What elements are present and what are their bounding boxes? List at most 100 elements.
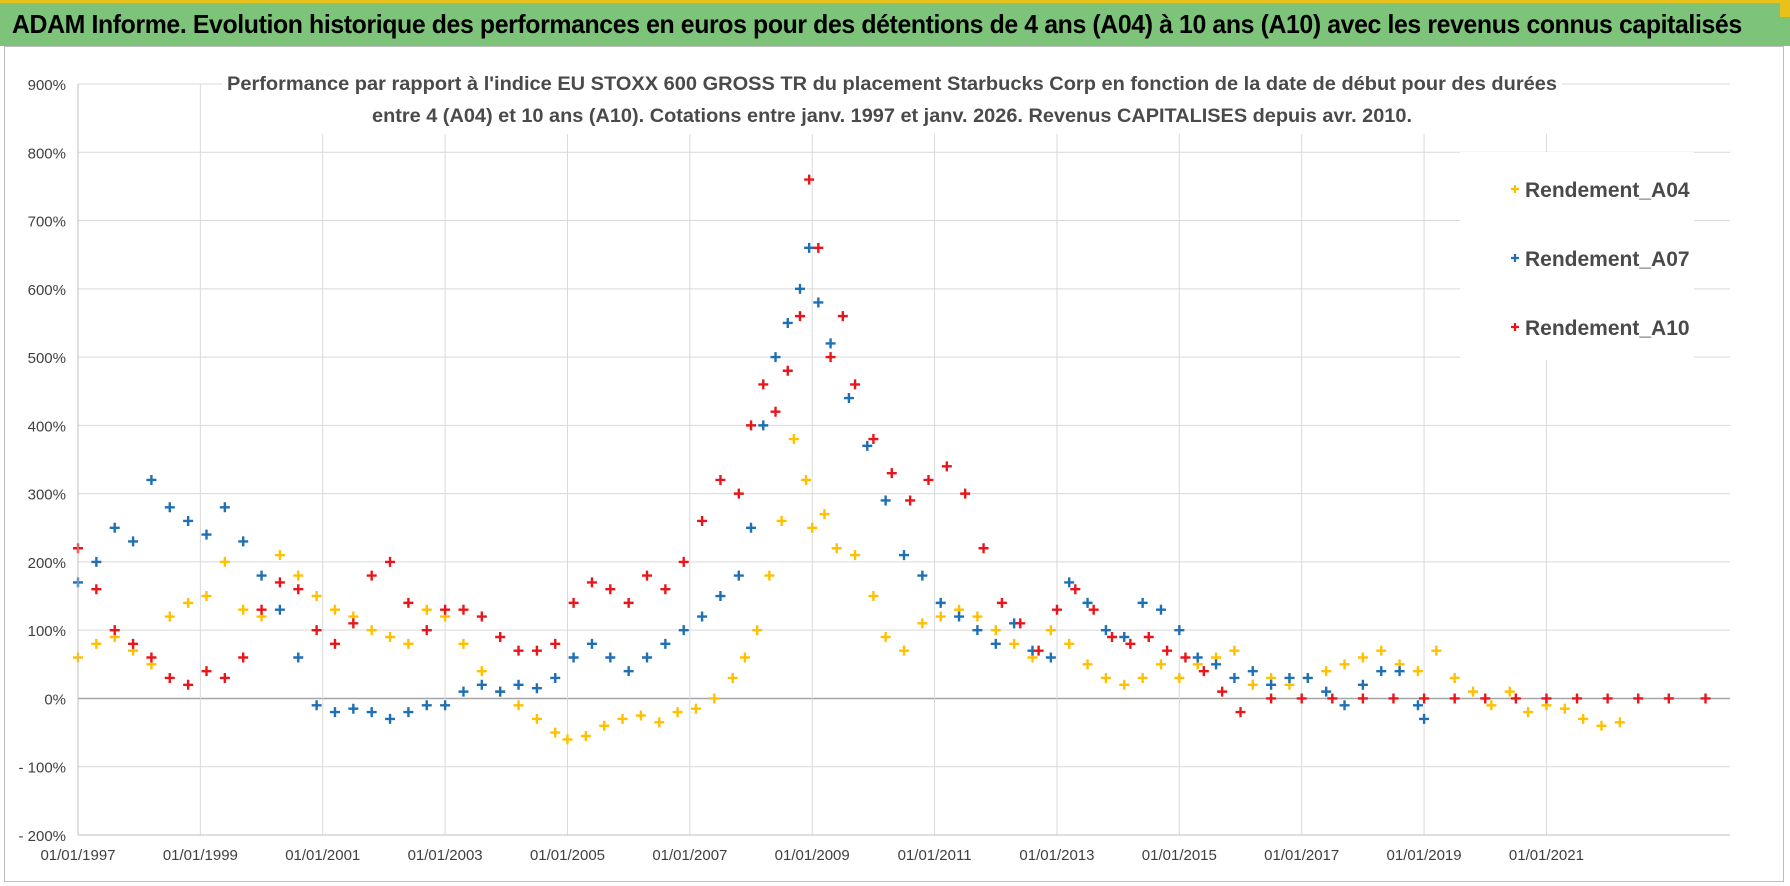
data-point xyxy=(329,707,340,718)
data-point xyxy=(935,597,946,608)
grid xyxy=(77,83,1730,836)
data-point xyxy=(813,242,824,253)
data-point xyxy=(366,707,377,718)
data-point xyxy=(293,584,304,595)
data-point xyxy=(804,174,815,185)
data-point xyxy=(128,638,139,649)
banner-accent xyxy=(1780,3,1790,17)
data-point xyxy=(672,707,683,718)
y-tick-label: 500% xyxy=(28,350,66,367)
data-point xyxy=(782,317,793,328)
data-point xyxy=(642,652,653,663)
data-point xyxy=(660,638,671,649)
data-point xyxy=(868,591,879,602)
data-point xyxy=(458,686,469,697)
data-point xyxy=(690,703,701,714)
data-point xyxy=(1174,625,1185,636)
data-point xyxy=(1051,604,1062,615)
data-point xyxy=(385,556,396,567)
data-point xyxy=(819,509,830,520)
data-point xyxy=(183,515,194,526)
legend-label: Rendement_A10 xyxy=(1525,317,1690,340)
data-point xyxy=(746,522,757,533)
data-point xyxy=(458,638,469,649)
data-point xyxy=(746,420,757,431)
x-tick-label: 01/01/2019 xyxy=(1387,847,1462,864)
series-Rendement_A10 xyxy=(73,174,1711,718)
data-point xyxy=(238,652,249,663)
data-point xyxy=(1541,693,1552,704)
data-point xyxy=(850,379,861,390)
data-point xyxy=(91,638,102,649)
x-tick-label: 01/01/2007 xyxy=(652,847,727,864)
data-point xyxy=(403,638,414,649)
header-banner: ADAM Informe. Evolution historique des p… xyxy=(0,0,1790,46)
data-point xyxy=(880,495,891,506)
data-point xyxy=(1064,577,1075,588)
data-point xyxy=(568,597,579,608)
data-point xyxy=(1045,625,1056,636)
data-point xyxy=(1033,645,1044,656)
y-tick-label: 800% xyxy=(28,145,66,162)
legend-marker xyxy=(1511,185,1519,193)
x-tick-label: 01/01/2005 xyxy=(530,847,605,864)
data-point xyxy=(550,672,561,683)
data-point xyxy=(293,652,304,663)
data-point xyxy=(201,529,212,540)
data-point xyxy=(421,700,432,711)
series-Rendement_A07 xyxy=(73,242,1430,724)
chart-title-line-2: entre 4 (A04) et 10 ans (A10). Cotations… xyxy=(372,106,1412,127)
data-point xyxy=(617,713,628,724)
x-tick-label: 01/01/2003 xyxy=(408,847,483,864)
data-point xyxy=(1357,679,1368,690)
data-point xyxy=(476,679,487,690)
data-point xyxy=(715,474,726,485)
data-point xyxy=(586,638,597,649)
data-point xyxy=(1602,693,1613,704)
data-point xyxy=(1419,713,1430,724)
data-point xyxy=(1376,645,1387,656)
data-point xyxy=(109,522,120,533)
chart-title-background xyxy=(222,68,1562,134)
y-tick-label: 0% xyxy=(44,691,66,708)
data-point xyxy=(1125,638,1136,649)
data-point xyxy=(1070,584,1081,595)
data-point xyxy=(1449,672,1460,683)
data-point xyxy=(1284,672,1295,683)
data-point xyxy=(1155,659,1166,670)
data-point xyxy=(1357,652,1368,663)
data-point xyxy=(201,591,212,602)
data-point xyxy=(580,731,591,742)
data-point xyxy=(739,652,750,663)
data-point xyxy=(476,611,487,622)
data-point xyxy=(274,550,285,561)
data-point xyxy=(1119,632,1130,643)
data-point xyxy=(1045,652,1056,663)
data-point xyxy=(1266,679,1277,690)
data-point xyxy=(1523,707,1534,718)
data-point xyxy=(782,365,793,376)
data-point xyxy=(996,597,1007,608)
data-point xyxy=(476,666,487,677)
data-point xyxy=(403,597,414,608)
data-point xyxy=(1614,717,1625,728)
data-point xyxy=(1510,693,1521,704)
data-point xyxy=(1247,666,1258,677)
y-tick-label: 200% xyxy=(28,555,66,572)
y-tick-label: - 100% xyxy=(18,760,66,777)
data-point xyxy=(256,570,267,581)
data-point xyxy=(440,604,451,615)
legend-label: Rendement_A04 xyxy=(1525,179,1690,202)
data-point xyxy=(776,515,787,526)
data-point xyxy=(531,713,542,724)
x-tick-label: 01/01/2021 xyxy=(1509,847,1584,864)
legend-marker xyxy=(1511,254,1519,262)
data-point xyxy=(794,283,805,294)
chart-title: Performance par rapport à l'indice EU ST… xyxy=(222,68,1562,134)
data-point xyxy=(1229,645,1240,656)
data-point xyxy=(923,474,934,485)
data-point xyxy=(605,652,616,663)
data-point xyxy=(1266,693,1277,704)
data-point xyxy=(813,297,824,308)
data-point xyxy=(623,666,634,677)
